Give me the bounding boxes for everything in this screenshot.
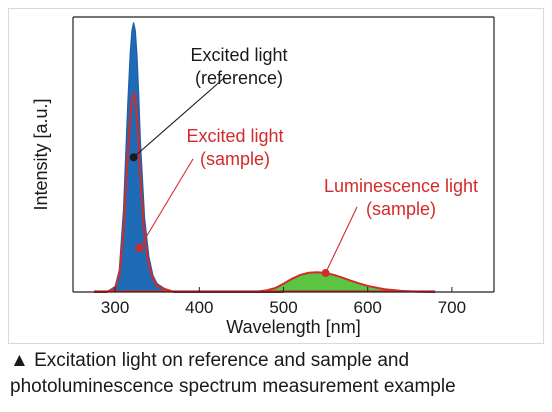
luminescence-fill [241, 272, 436, 292]
annotation-reference: Excited light (reference) [129, 45, 288, 162]
annotation-marker [129, 153, 138, 162]
annotation-marker [135, 244, 144, 252]
annotation-luminescence: Luminescence light (sample) [321, 176, 478, 278]
x-tick-label: 300 [101, 298, 129, 317]
x-axis-label: Wavelength [nm] [226, 317, 360, 337]
annotation-leader [133, 78, 224, 158]
annotation-layer: Excited light (reference) Excited light (sa… [129, 45, 478, 278]
caption-line-1: ▲ Excitation light on reference and samp… [10, 350, 410, 371]
annotation-text: (sample) [200, 149, 270, 169]
x-tick-label: 400 [185, 298, 213, 317]
chart-frame: 300 400 500 600 700 Excited light (reference)… [8, 8, 544, 344]
spectrum-chart: 300 400 500 600 700 Excited light (reference)… [31, 16, 495, 337]
annotation-text: (reference) [195, 68, 283, 88]
figure-caption: ▲ Excitation light on reference and samp… [10, 348, 546, 400]
annotation-text: Excited light [186, 126, 283, 146]
annotation-text: Excited light [190, 45, 287, 65]
annotation-marker [321, 269, 330, 278]
x-tick-label: 600 [354, 298, 382, 317]
caption-line-2: photoluminescence spectrum measurement e… [10, 376, 456, 397]
annotation-sample-excitation: Excited light (sample) [135, 126, 284, 252]
annotation-leader [139, 158, 194, 249]
annotation-leader [325, 206, 358, 274]
reference-peak-fill [94, 22, 284, 292]
x-tick-label: 700 [438, 298, 466, 317]
x-tick-label: 500 [269, 298, 297, 317]
annotation-text: Luminescence light [324, 176, 478, 196]
annotation-text: (sample) [366, 199, 436, 219]
tick-layer: 300 400 500 600 700 [101, 287, 466, 317]
y-axis-label: Intensity [a.u.] [31, 98, 51, 210]
